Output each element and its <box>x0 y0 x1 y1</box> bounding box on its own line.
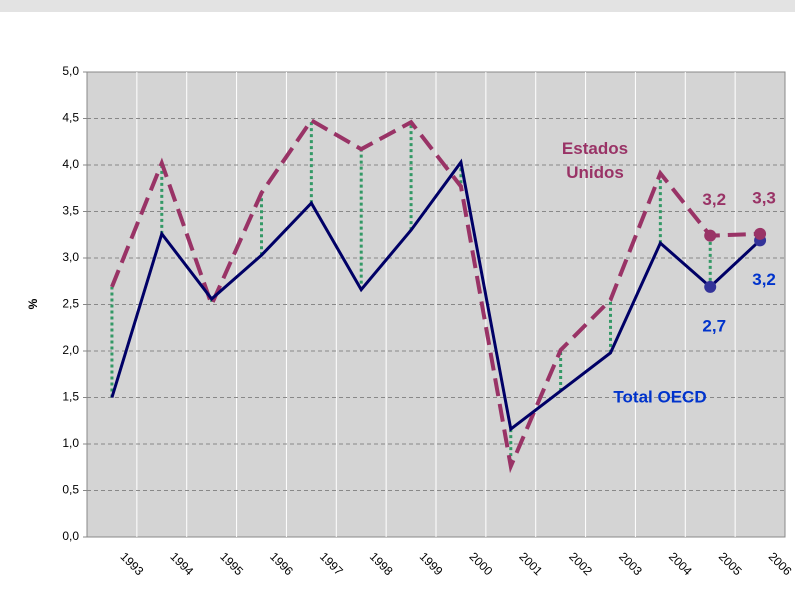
y-tick-label: 2,0 <box>62 343 79 357</box>
series-line <box>110 158 762 432</box>
point-marker <box>704 280 717 293</box>
y-tick-label: 5,0 <box>62 64 79 78</box>
legend-label: Estados Unidos <box>562 139 628 182</box>
y-tick-label: 4,0 <box>62 157 79 171</box>
x-tick-label: 2003 <box>616 549 645 578</box>
x-tick-label: 2001 <box>516 549 545 578</box>
y-tick-label: 0,5 <box>62 483 79 497</box>
x-tick-label: 2005 <box>716 549 745 578</box>
y-tick-label: 0,0 <box>62 529 79 543</box>
x-tick-label: 1996 <box>267 549 296 578</box>
y-tick-label: 1,0 <box>62 436 79 450</box>
value-label: 2,7 <box>702 316 726 335</box>
point-marker <box>754 227 767 240</box>
legend-label: Total OECD <box>613 387 706 406</box>
y-tick-label: 2,5 <box>62 297 79 311</box>
x-tick-label: 1999 <box>417 549 446 578</box>
x-tick-label: 2004 <box>666 549 695 578</box>
x-tick-label: 2006 <box>766 549 795 578</box>
value-label: 3,2 <box>752 270 776 289</box>
x-tick-label: 1998 <box>367 549 396 578</box>
value-label: 3,3 <box>752 188 776 207</box>
x-tick-label: 1994 <box>167 549 196 578</box>
y-tick-label: 3,0 <box>62 250 79 264</box>
x-tick-label: 1993 <box>118 549 147 578</box>
y-tick-label: 1,5 <box>62 390 79 404</box>
top-bar <box>0 0 795 12</box>
x-tick-label: 2000 <box>467 549 496 578</box>
x-tick-label: 2002 <box>566 549 595 578</box>
series-line <box>110 117 761 474</box>
y-tick-label: 4,5 <box>62 111 79 125</box>
value-label: 3,2 <box>702 190 726 209</box>
x-tick-label: 1995 <box>217 549 246 578</box>
point-marker <box>704 229 717 242</box>
y-tick-label: 3,5 <box>62 204 79 218</box>
y-axis-label: % <box>26 298 40 309</box>
x-tick-label: 1997 <box>317 549 346 578</box>
